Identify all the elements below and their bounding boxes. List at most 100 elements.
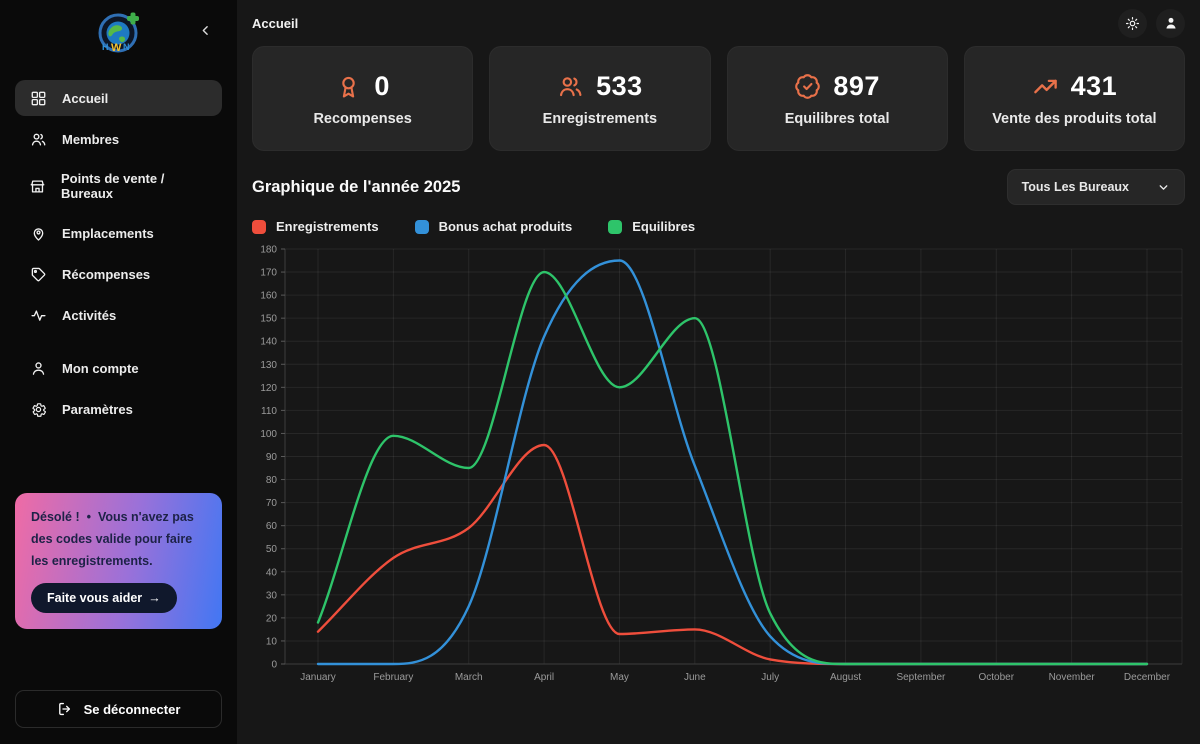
y-tick-label: 110 [261, 406, 277, 417]
sidebar-item-mon-compte[interactable]: Mon compte [15, 350, 222, 386]
sidebar-item-label: Paramètres [62, 401, 133, 417]
logout-icon [57, 701, 73, 717]
legend-swatch [252, 219, 266, 234]
legend-label: Equilibres [632, 219, 696, 234]
sidebar-item-emplacements[interactable]: Emplacements [15, 215, 222, 251]
notice-message: Vous n'avez pas des codes valide pour fa… [31, 510, 194, 568]
notice-text: Désolé ! • Vous n'avez pas des codes val… [31, 507, 206, 573]
breadcrumb: Accueil [252, 15, 299, 31]
y-tick-label: 70 [266, 498, 278, 509]
topbar-actions [1118, 8, 1185, 38]
get-help-label: Faite vous aider [47, 590, 143, 605]
stat-card-equilibres: 897 Equilibres total [726, 46, 948, 151]
users-icon [29, 130, 47, 148]
bureaux-filter-select[interactable]: Tous Les Bureaux [1006, 169, 1185, 205]
chart-title: Graphique de l'année 2025 [252, 177, 461, 196]
profile-button[interactable] [1156, 8, 1185, 38]
x-tick-label: May [610, 672, 629, 683]
users-icon [557, 73, 584, 100]
stat-label: Recompenses [313, 110, 412, 127]
x-tick-label: November [1049, 672, 1096, 683]
svg-text:W: W [111, 42, 122, 54]
y-tick-label: 20 [266, 613, 278, 624]
award-icon [335, 73, 362, 100]
x-tick-label: February [373, 672, 413, 683]
y-tick-label: 90 [266, 452, 278, 463]
sidebar: W H N Accueil Membres [0, 0, 237, 744]
legend-label: Enregistrements [276, 219, 379, 234]
user-icon [29, 359, 47, 377]
sun-icon [1125, 16, 1140, 31]
y-tick-label: 180 [260, 245, 277, 256]
chart-area: 0 10 20 30 40 50 60 70 80 90 100 110 120 130 140 150 160… [252, 242, 1185, 695]
x-tick-label: June [684, 672, 706, 683]
x-tick-label: September [896, 672, 946, 683]
sidebar-item-label: Mon compte [62, 360, 139, 376]
chevron-down-icon [1157, 181, 1170, 194]
stat-label: Equilibres total [784, 110, 890, 127]
badge-check-icon [794, 73, 821, 100]
legend-item-bonus-achat-produits[interactable]: Bonus achat produits [414, 219, 572, 234]
stat-card-recompenses: 0 Recompenses [252, 46, 474, 151]
stat-label: Vente des produits total [992, 110, 1157, 127]
stat-value: 431 [1070, 70, 1118, 101]
map-pin-user-icon [29, 224, 47, 242]
legend-swatch [414, 219, 429, 234]
stat-cards: 0 Recompenses 533 Enregistrements 897 Eq… [252, 46, 1185, 151]
y-tick-label: 0 [271, 660, 277, 671]
x-tick-label: January [300, 672, 336, 683]
series-line-Bonus achat produits [316, 259, 1149, 666]
x-tick-label: April [534, 672, 554, 683]
stat-value: 533 [596, 70, 643, 101]
notice-card: Désolé ! • Vous n'avez pas des codes val… [15, 493, 222, 629]
x-tick-label: July [761, 672, 779, 683]
legend-item-enregistrements[interactable]: Enregistrements [252, 219, 379, 234]
sidebar-item-accueil[interactable]: Accueil [15, 80, 222, 116]
y-tick-label: 120 [260, 383, 277, 394]
app-logo: W H N [96, 10, 142, 56]
sidebar-item-points-de-vente[interactable]: Points de vente / Bureaux [15, 162, 222, 210]
theme-toggle-button[interactable] [1118, 8, 1147, 38]
stat-value: 897 [833, 70, 880, 101]
stat-card-enregistrements: 533 Enregistrements [489, 46, 711, 151]
y-tick-label: 150 [260, 314, 277, 325]
sidebar-item-label: Membres [62, 131, 120, 147]
sidebar-item-activites[interactable]: Activités [15, 297, 222, 333]
y-tick-label: 140 [260, 337, 277, 348]
legend-item-equilibres[interactable]: Equilibres [608, 219, 695, 234]
notice-title: Désolé ! [31, 510, 80, 525]
activity-icon [29, 306, 47, 324]
y-tick-label: 80 [266, 475, 278, 486]
series-line-Equilibres [316, 270, 1149, 666]
sidebar-nav: Accueil Membres Points de vente / Bureau… [15, 80, 222, 432]
sidebar-item-membres[interactable]: Membres [15, 121, 222, 157]
y-tick-label: 160 [260, 291, 277, 302]
y-tick-label: 30 [266, 590, 278, 601]
chart-legend: Enregistrements Bonus achat produits Equ… [252, 219, 1185, 234]
y-tick-label: 60 [266, 521, 278, 532]
gear-icon [29, 400, 47, 418]
x-tick-label: August [830, 672, 861, 683]
sidebar-item-label: Accueil [62, 90, 109, 106]
sidebar-collapse-button[interactable] [194, 19, 216, 41]
store-icon [29, 177, 46, 195]
sidebar-item-label: Emplacements [62, 225, 154, 241]
get-help-button[interactable]: Faite vous aider → [31, 582, 177, 613]
y-tick-label: 50 [266, 544, 278, 555]
filter-selected-value: Tous Les Bureaux [1021, 180, 1129, 194]
sidebar-item-label: Activités [62, 307, 117, 323]
y-tick-label: 10 [266, 636, 278, 647]
svg-text:H: H [102, 42, 109, 52]
series-line-Enregistrements [316, 443, 1149, 666]
sidebar-item-recompenses[interactable]: Récompenses [15, 256, 222, 292]
notice-separator: • [86, 510, 91, 525]
chevron-left-icon [199, 24, 212, 37]
sidebar-item-parametres[interactable]: Paramètres [15, 391, 222, 427]
logout-label: Se déconnecter [83, 701, 181, 717]
tag-icon [29, 265, 47, 283]
chart-header: Graphique de l'année 2025 Tous Les Burea… [252, 169, 1185, 205]
stat-card-ventes: 431 Vente des produits total [963, 46, 1185, 151]
logout-button[interactable]: Se déconnecter [15, 690, 222, 728]
user-avatar-icon [1163, 15, 1179, 31]
sidebar-item-label: Récompenses [62, 266, 151, 282]
